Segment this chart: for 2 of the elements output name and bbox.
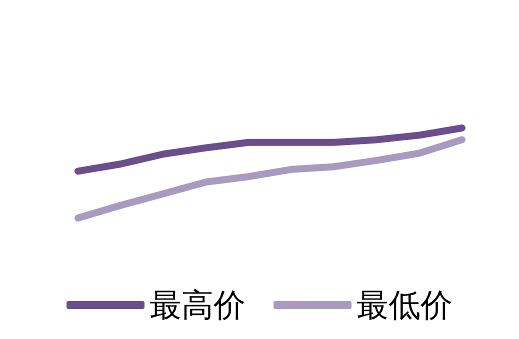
legend-label: 最高价 — [150, 286, 246, 324]
legend-label: 最低价 — [356, 286, 452, 324]
